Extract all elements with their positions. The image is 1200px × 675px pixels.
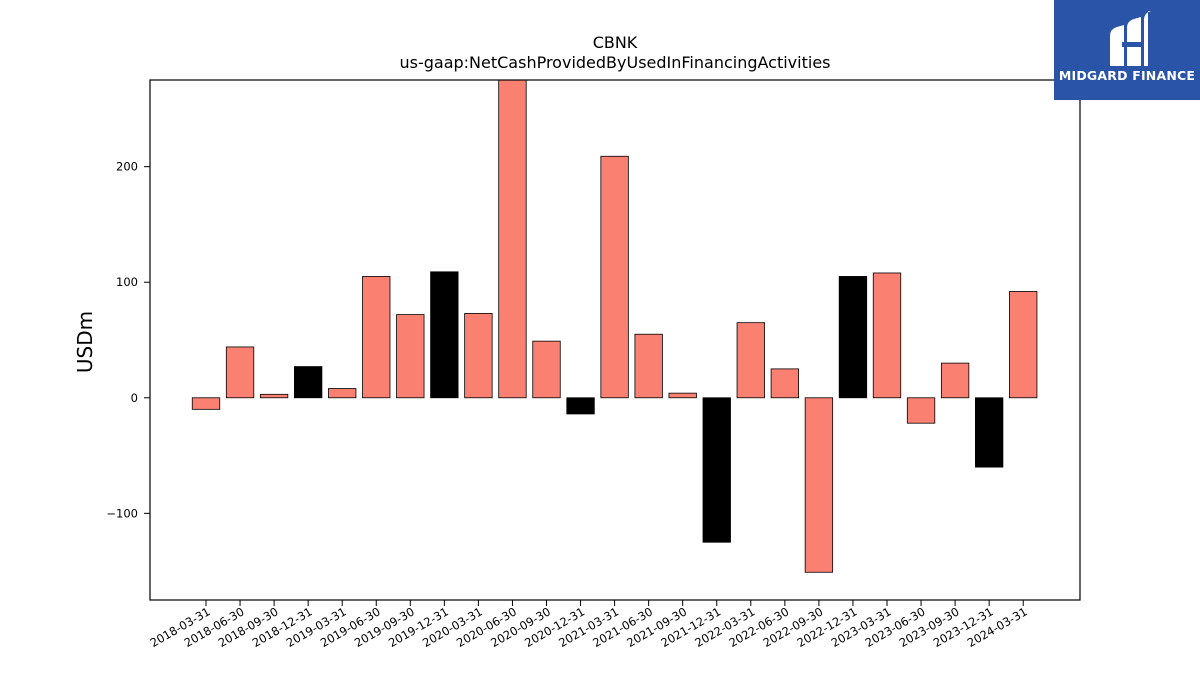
bar — [838, 276, 868, 399]
y-tick-label: −100 — [106, 506, 138, 520]
bar-series — [191, 80, 1038, 573]
bar — [634, 333, 663, 399]
y-tick-label: 200 — [116, 160, 138, 174]
chart-title: CBNK — [593, 33, 638, 52]
bar — [532, 340, 561, 399]
bar — [362, 276, 391, 399]
bar — [464, 313, 493, 399]
midgard-logo-icon — [1110, 11, 1151, 66]
chart-subtitle: us-gaap:NetCashProvidedByUsedInFinancing… — [399, 53, 830, 72]
bar — [566, 397, 595, 415]
bar — [430, 271, 459, 399]
bar — [668, 392, 697, 399]
bar — [225, 346, 255, 399]
plot-area: −10001002002018-03-312018-06-302018-09-3… — [106, 79, 1081, 650]
bar — [328, 388, 357, 399]
y-tick-label: 0 — [131, 391, 138, 405]
bar — [191, 397, 221, 410]
bar — [906, 397, 936, 424]
bar — [940, 362, 970, 399]
y-axis-label: USDm — [73, 311, 97, 373]
bar — [1009, 291, 1038, 399]
bar — [872, 272, 902, 399]
bar — [702, 397, 731, 543]
bar — [293, 366, 323, 399]
bar — [498, 80, 527, 399]
bar — [804, 397, 834, 573]
bar — [259, 393, 289, 399]
bar — [600, 155, 629, 399]
bar — [396, 314, 425, 399]
brand-logo: MIDGARD FINANCE — [1054, 0, 1200, 100]
bar — [736, 322, 765, 399]
brand-name: MIDGARD FINANCE — [1058, 68, 1196, 83]
bar — [770, 368, 799, 399]
y-tick-label: 100 — [116, 275, 138, 289]
bar — [975, 397, 1004, 468]
